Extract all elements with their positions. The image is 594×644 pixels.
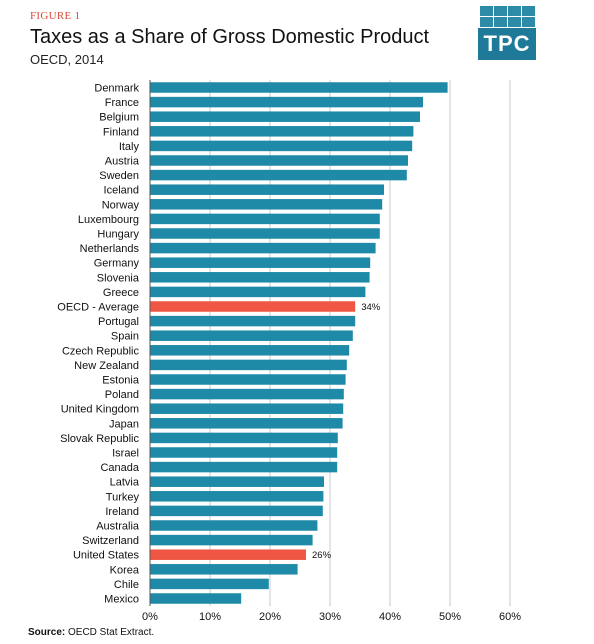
bar-poland — [150, 388, 344, 400]
category-label: Netherlands — [80, 243, 140, 255]
bar-hungary — [150, 228, 380, 239]
category-label: Czech Republic — [62, 345, 140, 357]
category-label: Korea — [110, 564, 140, 576]
x-tick-label: 30% — [319, 611, 341, 623]
chart-subtitle: OECD, 2014 — [30, 52, 104, 67]
category-label: Latvia — [110, 477, 140, 489]
category-label: Iceland — [104, 185, 139, 197]
category-label: Australia — [96, 521, 140, 533]
x-tick-label: 20% — [259, 611, 281, 623]
category-label: Belgium — [99, 112, 139, 124]
bar-turkey — [150, 491, 324, 502]
bar-germany — [150, 257, 371, 268]
chart-title: Taxes as a Share of Gross Domestic Produ… — [30, 26, 430, 48]
bar-czech-republic — [150, 345, 350, 356]
bar-norway — [150, 199, 383, 210]
category-label: Austria — [105, 156, 140, 168]
category-label: Luxembourg — [78, 214, 139, 226]
bar-oecd-average — [150, 301, 356, 312]
bar-austria — [150, 155, 408, 166]
x-tick-label: 0% — [142, 611, 158, 623]
logo-grid-icon — [478, 4, 536, 28]
category-label: Japan — [109, 418, 139, 430]
category-label: Ireland — [105, 506, 139, 518]
category-label: United Kingdom — [61, 404, 139, 416]
bar-switzerland — [150, 534, 313, 546]
bar-italy — [150, 140, 413, 152]
bar-israel — [150, 447, 338, 458]
x-tick-label: 40% — [379, 611, 401, 623]
source-label: Source: — [28, 627, 66, 638]
bar-united-states — [150, 549, 306, 560]
category-label: Canada — [100, 462, 139, 474]
category-label: Chile — [114, 579, 139, 591]
bar-australia — [150, 520, 318, 531]
bar-portugal — [150, 315, 356, 327]
bar-belgium — [150, 111, 420, 122]
category-label: Slovak Republic — [60, 433, 139, 445]
data-label: 26% — [312, 550, 332, 561]
category-label: New Zealand — [74, 360, 139, 372]
bar-luxembourg — [150, 213, 380, 225]
source-text: OECD Stat Extract. — [68, 627, 155, 638]
category-label: Israel — [112, 448, 139, 460]
category-label: Poland — [105, 389, 139, 401]
bar-denmark — [150, 82, 448, 93]
category-label: Portugal — [98, 316, 139, 328]
category-label: OECD - Average — [57, 302, 139, 314]
bar-latvia — [150, 476, 324, 487]
bar-netherlands — [150, 242, 376, 254]
figure-label: FIGURE 1 — [30, 10, 81, 22]
bar-sweden — [150, 169, 407, 181]
logo-text: TPC — [478, 28, 536, 60]
category-label: Estonia — [102, 375, 140, 387]
bar-france — [150, 96, 423, 108]
bar-mexico — [150, 593, 242, 604]
category-label: Slovenia — [97, 272, 140, 284]
bar-korea — [150, 564, 298, 575]
bar-slovenia — [150, 272, 370, 283]
bar-finland — [150, 126, 414, 137]
category-label: Sweden — [99, 170, 139, 182]
bar-chile — [150, 578, 269, 590]
category-label: France — [105, 97, 139, 109]
category-label: Switzerland — [82, 535, 139, 547]
bar-iceland — [150, 184, 384, 195]
category-label: Greece — [103, 287, 139, 299]
category-label: Spain — [111, 331, 139, 343]
x-tick-label: 60% — [499, 611, 521, 623]
category-label: Finland — [103, 126, 139, 138]
bar-slovak-republic — [150, 432, 338, 444]
bar-canada — [150, 461, 338, 473]
x-tick-label: 10% — [199, 611, 221, 623]
bar-new-zealand — [150, 359, 347, 371]
tpc-logo: TPC — [478, 4, 536, 60]
bar-spain — [150, 330, 353, 341]
data-label: 34% — [361, 302, 381, 313]
source-note: Source: OECD Stat Extract. — [28, 627, 154, 638]
bar-japan — [150, 418, 343, 429]
category-label: Germany — [94, 258, 140, 270]
category-label: Turkey — [106, 491, 140, 503]
x-tick-label: 50% — [439, 611, 461, 623]
category-label: Norway — [102, 199, 140, 211]
bar-ireland — [150, 505, 323, 517]
category-label: Hungary — [97, 229, 139, 241]
category-label: Mexico — [104, 594, 139, 606]
category-label: United States — [73, 550, 140, 562]
bar-greece — [150, 286, 366, 298]
category-label: Denmark — [94, 83, 139, 95]
bar-united-kingdom — [150, 403, 344, 414]
bar-estonia — [150, 374, 346, 385]
category-label: Italy — [119, 141, 140, 153]
